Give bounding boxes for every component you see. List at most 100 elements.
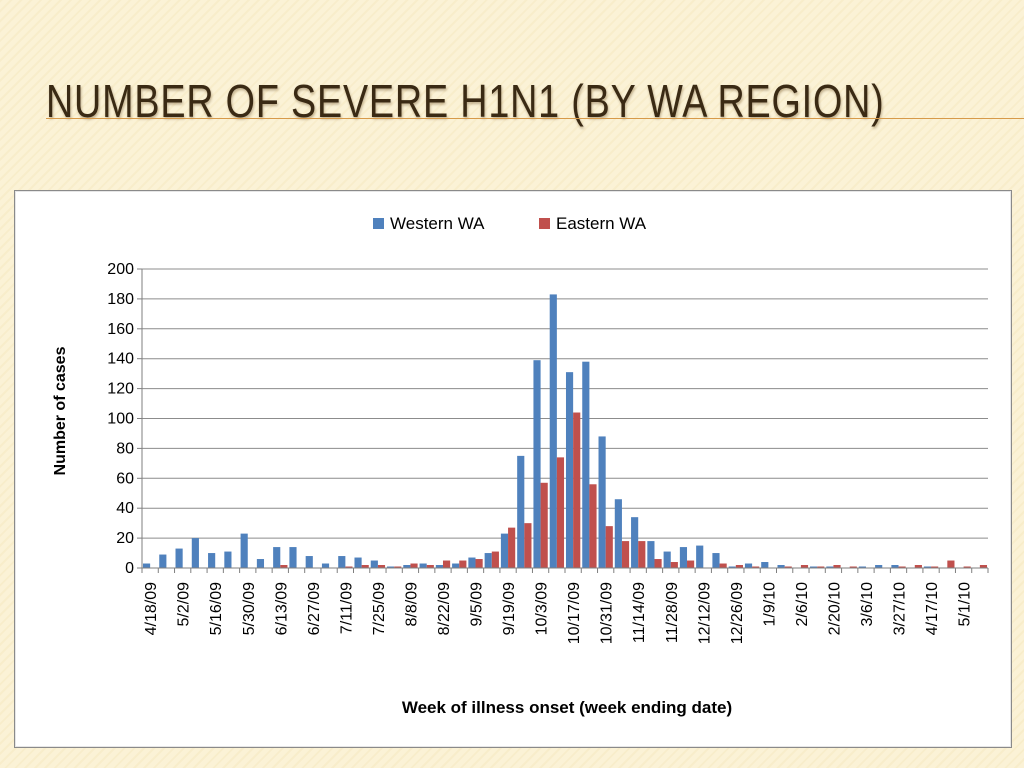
bar-western-wa bbox=[582, 361, 590, 568]
bar-western-wa bbox=[875, 565, 883, 568]
bar-western-wa bbox=[598, 436, 606, 568]
y-tick-label: 160 bbox=[107, 321, 134, 338]
bar-western-wa bbox=[387, 566, 395, 568]
x-tick-label: 12/26/09 bbox=[729, 582, 746, 644]
x-tick-label: 10/3/09 bbox=[534, 582, 551, 635]
y-tick-label: 80 bbox=[116, 440, 134, 457]
bar-western-wa bbox=[923, 566, 932, 568]
bar-western-wa bbox=[289, 547, 297, 568]
bar-eastern-wa bbox=[621, 541, 630, 568]
x-tick-label: 9/19/09 bbox=[501, 582, 518, 635]
severe-h1n1-bar-chart: Western WA Eastern WA 0 20 40 60 80 100 120 140 1… bbox=[52, 214, 989, 717]
legend-label-western-wa: Western WA bbox=[390, 214, 485, 233]
x-tick-label: 3/27/10 bbox=[892, 582, 909, 635]
bar-eastern-wa bbox=[394, 566, 402, 568]
x-tick-label: 11/28/09 bbox=[664, 582, 681, 643]
legend-swatch-eastern-wa bbox=[539, 218, 550, 229]
bar-western-wa bbox=[468, 557, 476, 568]
bar-western-wa bbox=[500, 533, 509, 568]
bar-western-wa bbox=[549, 294, 557, 568]
x-tick-label: 9/5/09 bbox=[469, 582, 486, 627]
bar-eastern-wa bbox=[508, 527, 516, 568]
bar-western-wa bbox=[208, 553, 216, 568]
bar-western-wa bbox=[517, 455, 525, 568]
bar-eastern-wa bbox=[833, 565, 841, 568]
bar-eastern-wa bbox=[752, 566, 760, 568]
bar-western-wa bbox=[647, 541, 655, 568]
bar-western-wa bbox=[452, 563, 460, 568]
bar-eastern-wa bbox=[784, 566, 792, 568]
bar-western-wa bbox=[321, 563, 330, 568]
bar-western-wa bbox=[744, 563, 753, 568]
bar-eastern-wa bbox=[573, 412, 581, 568]
bar-western-wa bbox=[696, 545, 704, 568]
bar-eastern-wa bbox=[459, 560, 467, 568]
bar-western-wa bbox=[858, 566, 866, 568]
bar-western-wa bbox=[305, 556, 313, 568]
slide-title: Number of Severe H1N1 (by WA Region) bbox=[46, 75, 885, 127]
y-tick-label: 60 bbox=[116, 470, 134, 487]
bar-western-wa bbox=[728, 566, 736, 568]
axes bbox=[137, 268, 989, 573]
x-tick-label: 5/2/09 bbox=[176, 582, 193, 627]
x-tick-label: 10/17/09 bbox=[566, 582, 583, 644]
bar-western-wa bbox=[224, 551, 232, 568]
bar-eastern-wa bbox=[540, 482, 548, 568]
bar-eastern-wa bbox=[931, 566, 939, 568]
legend-swatch-western-wa bbox=[373, 218, 384, 229]
x-tick-label: 10/31/09 bbox=[599, 582, 616, 644]
bar-western-wa bbox=[240, 533, 248, 568]
bar-eastern-wa bbox=[377, 565, 386, 568]
bar-eastern-wa bbox=[800, 565, 809, 568]
bar-western-wa bbox=[354, 557, 362, 568]
bar-western-wa bbox=[712, 553, 720, 568]
x-tick-label: 6/13/09 bbox=[273, 582, 290, 635]
bar-eastern-wa bbox=[345, 566, 353, 568]
bar-western-wa bbox=[565, 372, 574, 568]
bar-eastern-wa bbox=[687, 560, 695, 568]
bar-eastern-wa bbox=[963, 566, 971, 568]
x-tick-label: 7/11/09 bbox=[338, 582, 355, 634]
x-axis-label: Week of illness onset (week ending date) bbox=[402, 698, 732, 717]
y-tick-label: 0 bbox=[125, 560, 134, 577]
bar-western-wa bbox=[159, 554, 167, 568]
bar-eastern-wa bbox=[475, 559, 483, 568]
x-tick-label: 5/1/10 bbox=[957, 582, 974, 627]
bar-western-wa bbox=[370, 560, 378, 568]
bar-western-wa bbox=[142, 563, 151, 568]
x-tick-label: 4/17/10 bbox=[924, 582, 941, 635]
bar-eastern-wa bbox=[735, 565, 743, 568]
bar-eastern-wa bbox=[589, 484, 597, 568]
x-tick-label: 3/6/10 bbox=[859, 582, 876, 627]
y-tick-label: 180 bbox=[107, 291, 134, 308]
bar-eastern-wa bbox=[556, 457, 565, 568]
title-underline bbox=[46, 118, 1024, 119]
bar-eastern-wa bbox=[719, 563, 727, 568]
y-tick-labels: 0 20 40 60 80 100 120 140 160 180 200 bbox=[107, 261, 134, 577]
bar-eastern-wa bbox=[410, 563, 418, 568]
bar-western-wa bbox=[826, 566, 834, 568]
x-tick-label: 6/27/09 bbox=[306, 582, 323, 635]
x-tick-label: 8/22/09 bbox=[436, 582, 453, 635]
bar-western-wa bbox=[533, 360, 541, 568]
x-tick-label: 12/12/09 bbox=[696, 582, 713, 644]
bar-eastern-wa bbox=[426, 565, 434, 568]
y-axis-label: Number of cases bbox=[52, 346, 69, 475]
y-gridlines bbox=[142, 268, 988, 539]
bar-western-wa bbox=[403, 565, 411, 568]
bar-western-wa bbox=[810, 566, 818, 568]
bar-western-wa bbox=[191, 538, 199, 568]
bar-western-wa bbox=[419, 563, 427, 568]
bar-western-wa bbox=[891, 565, 899, 568]
bar-eastern-wa bbox=[654, 559, 662, 568]
bar-western-wa bbox=[256, 559, 265, 568]
y-tick-label: 40 bbox=[116, 500, 134, 517]
bar-eastern-wa bbox=[524, 523, 532, 568]
bar-eastern-wa bbox=[442, 560, 451, 568]
bar-eastern-wa bbox=[280, 565, 288, 568]
bar-eastern-wa bbox=[849, 566, 857, 568]
bar-eastern-wa bbox=[947, 560, 955, 568]
bar-western-wa bbox=[435, 565, 443, 568]
bar-western-wa bbox=[777, 565, 785, 568]
y-tick-label: 20 bbox=[116, 530, 134, 547]
